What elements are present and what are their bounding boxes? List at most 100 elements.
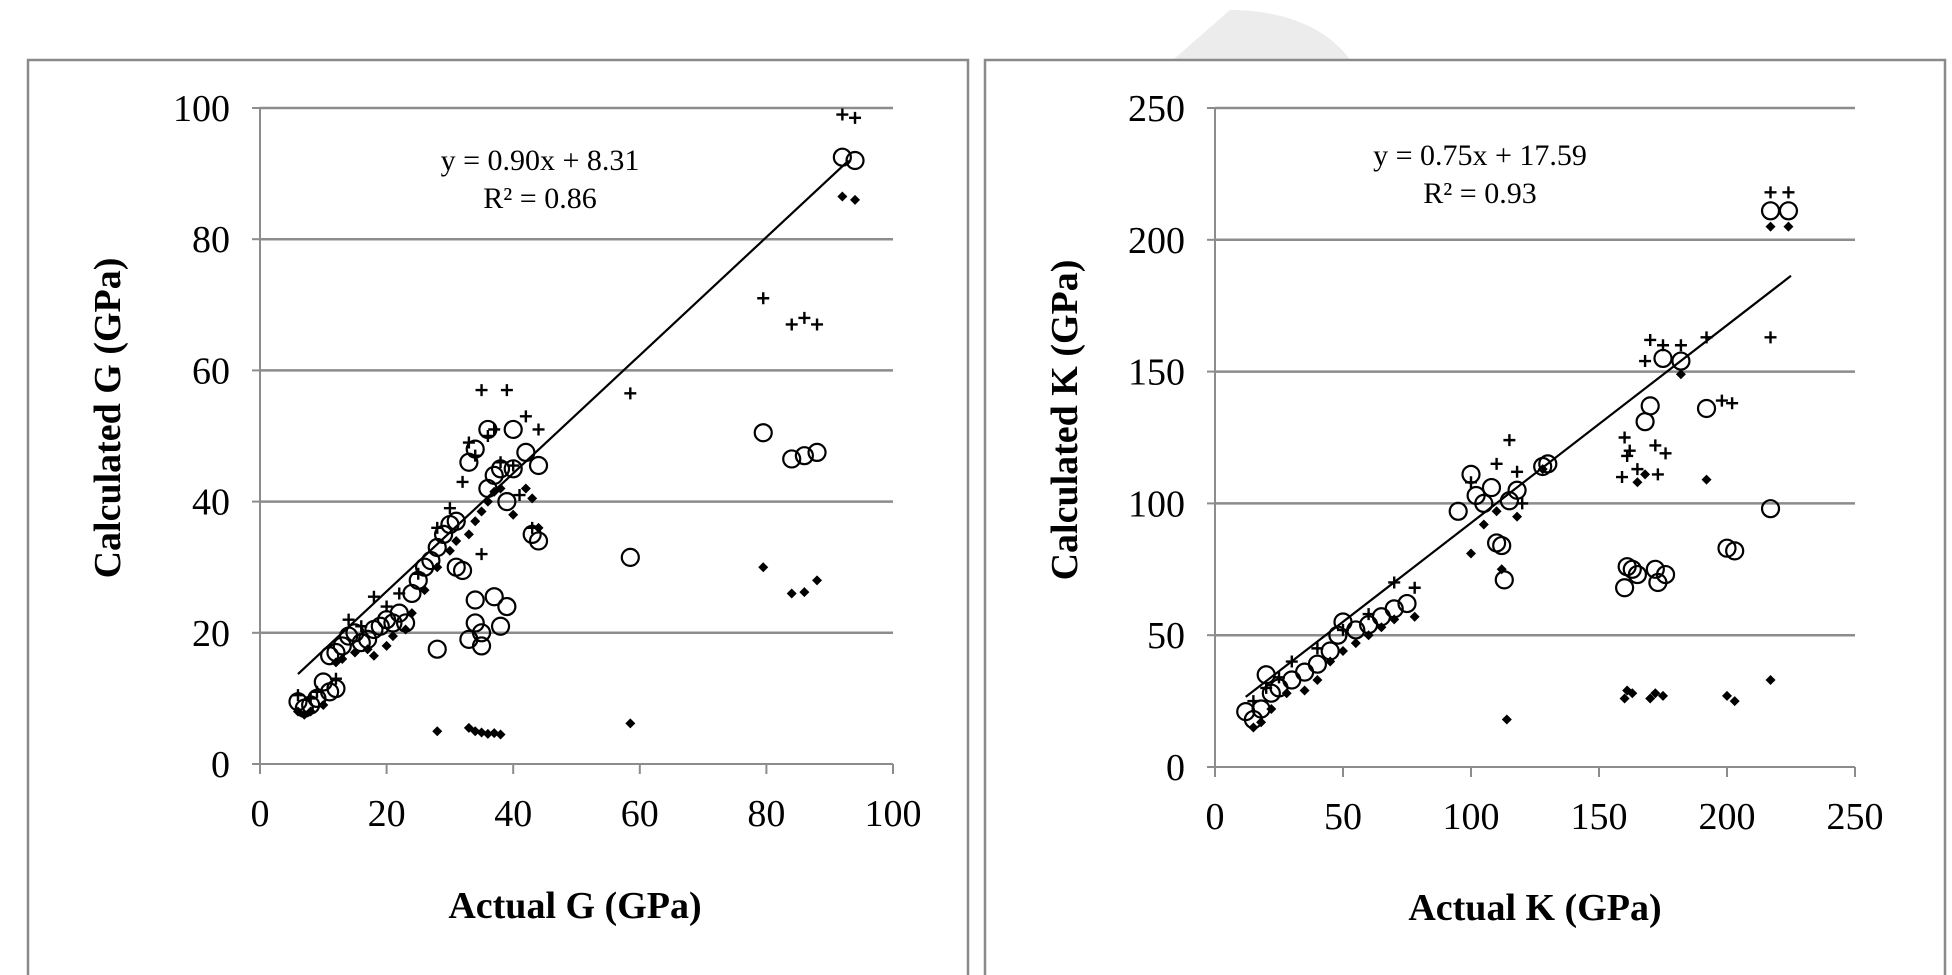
plus-point bbox=[1616, 471, 1629, 484]
diamond-point bbox=[1478, 519, 1489, 530]
diamond-point bbox=[337, 654, 348, 665]
diamond-point bbox=[1409, 611, 1420, 622]
diamond-point bbox=[758, 562, 769, 573]
diamond-point bbox=[1389, 614, 1400, 625]
diamond-point bbox=[406, 608, 417, 619]
equation-annotation: y = 0.90x + 8.31 bbox=[441, 144, 640, 177]
circle-point bbox=[446, 511, 466, 531]
plus-point bbox=[1337, 623, 1349, 636]
y-tick-label: 20 bbox=[192, 613, 230, 655]
circle-point bbox=[1397, 593, 1417, 614]
diamond-point bbox=[1675, 369, 1686, 380]
y-tick-label: 40 bbox=[192, 482, 230, 524]
circle-point bbox=[794, 446, 814, 466]
plus-point bbox=[849, 111, 862, 124]
diamond-point bbox=[1632, 477, 1643, 488]
diamond-point bbox=[1640, 469, 1651, 480]
chart-panel-g: 0 20 40 60 80 100 0 20 40 60 80 100 y = 0.90x + 8.… bbox=[26, 58, 970, 975]
plus-point bbox=[785, 318, 798, 331]
circle-point bbox=[845, 150, 865, 171]
diamond-point bbox=[1281, 688, 1292, 699]
diamond-point bbox=[463, 529, 474, 540]
chart-panel-k: 0 50 100 150 200 250 0 50 100 150 200 250 y = 0.75… bbox=[983, 58, 1947, 975]
diamond-point bbox=[1350, 638, 1361, 649]
x-tick-label: 0 bbox=[1206, 796, 1225, 838]
diamond-point bbox=[1783, 221, 1794, 232]
circle-point bbox=[484, 465, 504, 485]
plus-point bbox=[500, 384, 513, 397]
plus-point bbox=[469, 449, 482, 462]
circle-point bbox=[433, 524, 454, 545]
y-tick-label: 100 bbox=[173, 88, 230, 130]
diamond-point bbox=[1765, 221, 1776, 232]
plus-point bbox=[310, 685, 323, 698]
diamond-point bbox=[1512, 511, 1523, 522]
x-tick-label: 0 bbox=[251, 793, 270, 835]
y-tick-label: 80 bbox=[192, 219, 230, 261]
circle-point bbox=[620, 547, 640, 567]
plus-point bbox=[380, 600, 393, 613]
diamond-point bbox=[368, 650, 379, 661]
diamond-point bbox=[1658, 690, 1668, 701]
plus-point bbox=[1764, 186, 1777, 199]
plus-point bbox=[431, 521, 444, 534]
diamond-point bbox=[1650, 688, 1661, 699]
y-tick-label: 60 bbox=[192, 350, 230, 392]
plus-point bbox=[1674, 339, 1687, 352]
plus-point bbox=[488, 423, 501, 436]
plus-point bbox=[1516, 497, 1529, 510]
diamond-point bbox=[362, 644, 373, 655]
plus-point bbox=[1362, 608, 1375, 621]
diamond-point bbox=[1248, 722, 1259, 733]
x-tick-label: 100 bbox=[1443, 796, 1500, 838]
diamond-point bbox=[387, 631, 398, 642]
diamond-point bbox=[451, 535, 462, 546]
plus-point bbox=[811, 318, 824, 331]
plus-point bbox=[367, 590, 380, 603]
plus-point bbox=[462, 436, 475, 449]
y-tick-labels: 0 50 100 150 200 250 bbox=[1128, 88, 1185, 789]
diamond-point bbox=[1491, 506, 1502, 517]
plus-point bbox=[304, 692, 317, 705]
plus-point bbox=[1618, 431, 1631, 444]
plus-point bbox=[1644, 333, 1657, 346]
x-tick-label: 200 bbox=[1699, 796, 1756, 838]
diamond-point bbox=[533, 522, 544, 533]
diamond-point bbox=[444, 545, 455, 556]
x-tick-label: 80 bbox=[747, 793, 785, 835]
diamond-point bbox=[432, 562, 443, 573]
diamond-point bbox=[1645, 693, 1656, 704]
circle-point bbox=[807, 442, 827, 462]
x-axis-title: Actual K (GPa) bbox=[1408, 887, 1661, 929]
plus-point bbox=[1659, 447, 1672, 460]
y-tick-labels: 0 20 40 60 80 100 bbox=[173, 88, 230, 786]
diamond-point bbox=[1496, 564, 1507, 575]
diamond-point bbox=[1376, 622, 1387, 633]
x-tick-label: 60 bbox=[621, 793, 659, 835]
plus-point bbox=[355, 620, 368, 633]
plus-point bbox=[1631, 463, 1644, 476]
diamond-point bbox=[1266, 704, 1277, 715]
plus-point bbox=[475, 548, 488, 561]
plus-point bbox=[1657, 339, 1669, 352]
plus-point bbox=[1782, 186, 1795, 199]
circle-point bbox=[452, 560, 473, 581]
plus-point bbox=[393, 587, 406, 600]
gridlines bbox=[1215, 106, 1855, 637]
diamond-point bbox=[1627, 688, 1638, 699]
panel-frame bbox=[26, 58, 970, 975]
y-tick-label: 50 bbox=[1147, 615, 1185, 657]
diamond-point bbox=[1729, 696, 1740, 707]
diamond-point bbox=[381, 640, 392, 651]
x-tick-label: 20 bbox=[368, 793, 406, 835]
y-axis-title: Calculated G (GPa) bbox=[87, 258, 129, 579]
plus-point bbox=[1715, 394, 1728, 407]
circle-point bbox=[1778, 201, 1799, 221]
diamond-point bbox=[419, 585, 430, 596]
diamond-point bbox=[318, 699, 329, 710]
plus-point bbox=[494, 456, 507, 469]
circle-point bbox=[465, 613, 485, 633]
trend-line bbox=[297, 159, 850, 675]
plus-point bbox=[291, 689, 304, 702]
